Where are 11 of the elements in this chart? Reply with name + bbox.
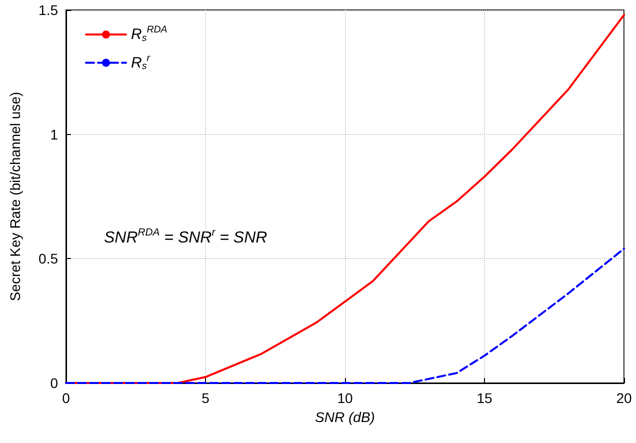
x-tick-label: 15 [476, 390, 492, 406]
y-tick-label: 1 [50, 126, 58, 142]
x-tick-label: 5 [202, 390, 210, 406]
x-axis-title: SNR (dB) [315, 408, 375, 425]
x-tick-label: 10 [337, 390, 353, 406]
x-tick-label: 20 [616, 390, 632, 406]
y-tick-label: 1.5 [38, 2, 58, 18]
y-tick-label: 0 [50, 375, 58, 391]
x-tick-label: 0 [62, 390, 70, 406]
y-tick-label: 0.5 [38, 250, 58, 267]
y-axis-title: Secret Key Rate (bit/channel use) [7, 92, 23, 302]
